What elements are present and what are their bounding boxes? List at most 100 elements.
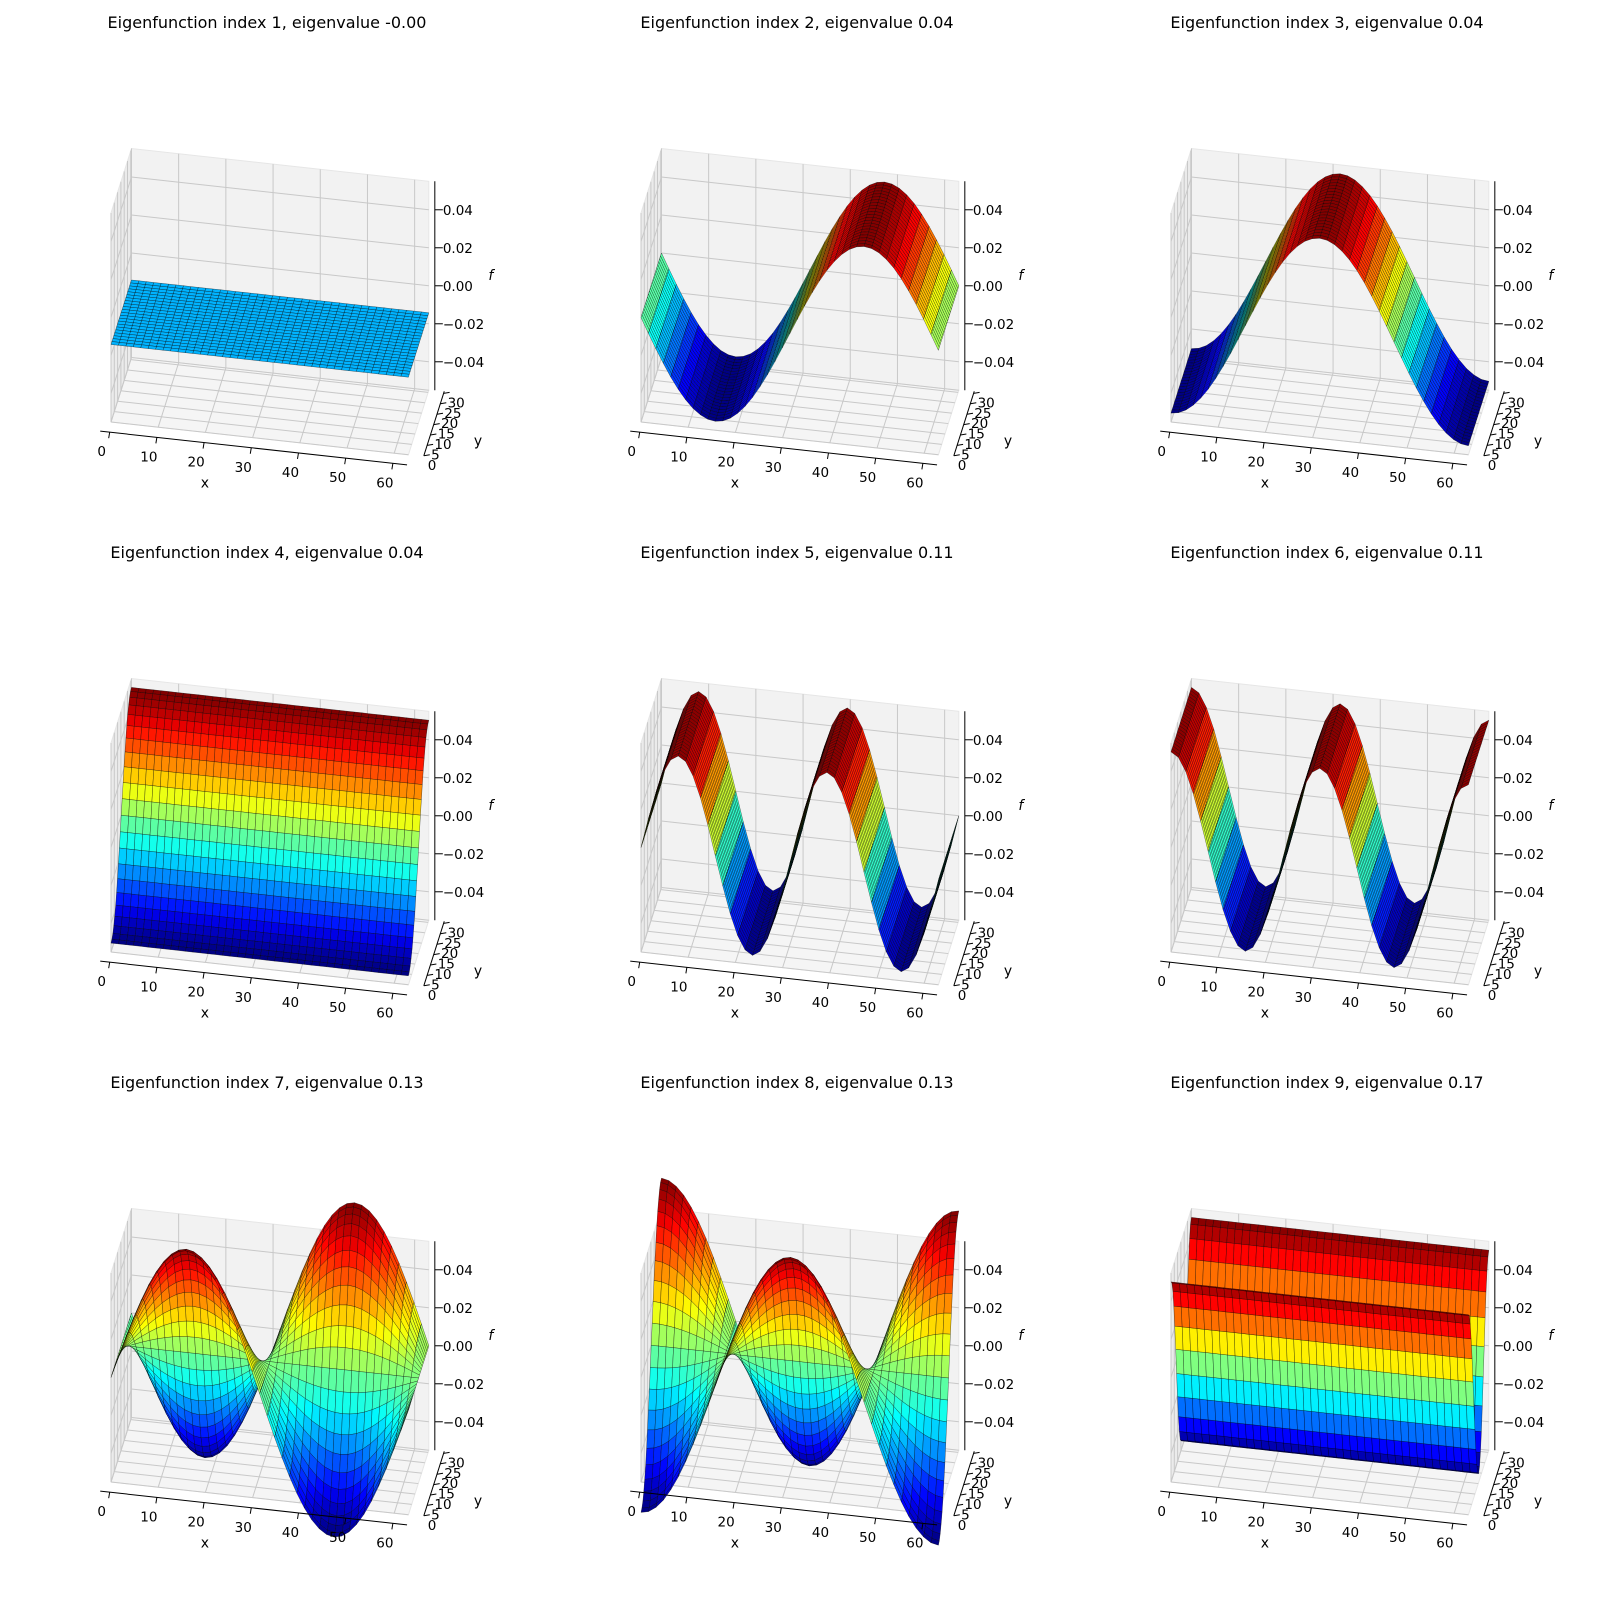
x-axis-label: x	[1261, 476, 1269, 492]
surface-plot-2: Eigenfunction index 2, eigenvalue 0.040 1…	[627, 13, 1025, 492]
surface-cell	[374, 933, 384, 946]
x-axis-label: x	[731, 1006, 739, 1022]
surface-cell	[191, 745, 201, 761]
surface-cell	[114, 904, 124, 918]
surface-cell	[316, 787, 325, 805]
surface-cell	[148, 716, 158, 729]
surface-cell	[405, 924, 415, 938]
surface-cell	[177, 946, 187, 952]
surface-cell	[227, 763, 237, 780]
surface-cell	[267, 848, 277, 866]
surface-cell	[277, 713, 286, 723]
surface-cell	[312, 955, 322, 963]
surface-cell	[304, 960, 313, 966]
surface-cell	[210, 808, 219, 827]
surface-cell	[304, 744, 313, 759]
surface-cell	[158, 920, 167, 932]
surface-cell	[321, 820, 331, 839]
x-axis-line	[100, 960, 408, 996]
surface-cell	[157, 708, 166, 719]
x-tick-mark	[249, 977, 252, 984]
surface-cell	[379, 742, 389, 755]
surface-cell	[267, 729, 277, 742]
surface-cell	[220, 889, 230, 905]
surface-cell	[298, 834, 308, 853]
x-tick-label: 60	[1436, 475, 1453, 491]
surface-cell	[388, 828, 398, 846]
x-tick-label: 50	[859, 1000, 876, 1016]
surface-cell	[255, 920, 265, 933]
x-tick-mark	[108, 432, 111, 439]
surface-cell	[239, 939, 248, 949]
surface-cell	[155, 943, 165, 949]
y-tick-mark	[970, 402, 977, 405]
surface-cell	[283, 721, 293, 733]
surface-cell	[152, 769, 162, 787]
surface-cell	[389, 811, 399, 830]
surface-cell	[725, 385, 735, 390]
surface-cell	[346, 903, 356, 919]
surface-cell	[400, 755, 410, 770]
surface-cell	[311, 363, 321, 368]
surface-cell	[219, 903, 229, 918]
surface-cell	[172, 932, 181, 941]
surface-cell	[1178, 386, 1188, 390]
surface-cell	[347, 762, 357, 778]
surface-cell	[208, 943, 218, 951]
surface-cell	[872, 193, 882, 198]
surface-cell	[175, 885, 185, 901]
surface-cell	[367, 809, 376, 827]
y-tick-mark	[430, 433, 437, 436]
surface-cell	[418, 728, 428, 738]
surface-cell	[281, 865, 291, 883]
surface-cell	[386, 861, 396, 879]
surface-cell	[301, 786, 311, 804]
surface-cell	[246, 717, 256, 729]
surface-cell	[171, 719, 180, 732]
surface-cell	[308, 787, 318, 804]
z-tick-label: 0.02	[973, 241, 1003, 257]
surface-cell	[149, 818, 159, 837]
surface-cell	[240, 918, 250, 932]
z-tick-label: −0.04	[973, 885, 1014, 901]
y-tick-label: 10	[1494, 437, 1511, 453]
surface-cell	[402, 846, 412, 864]
chart-title: Eigenfunction index 3, eigenvalue 0.04	[1170, 13, 1483, 32]
surface-cell	[183, 758, 193, 775]
surface-cell	[231, 716, 241, 727]
surface-cell	[253, 718, 263, 730]
surface-cell	[140, 344, 150, 349]
surface-cell	[162, 944, 172, 950]
surface-cell	[111, 933, 121, 941]
surface-cell	[146, 754, 155, 771]
surface-cell	[229, 860, 239, 878]
surface-cell	[229, 952, 239, 958]
surface-cell	[352, 715, 362, 723]
z-tick-label: 0.04	[973, 733, 1003, 749]
surface-cell	[394, 861, 403, 880]
surface-cell	[212, 776, 221, 794]
surface-cell	[349, 959, 359, 967]
surface-cell	[397, 923, 407, 938]
surface-cell	[320, 726, 330, 737]
surface-cell	[225, 701, 235, 709]
y-tick-label: 15	[968, 957, 985, 973]
surface-cell	[133, 726, 142, 740]
y-axis-label: y	[1004, 964, 1012, 980]
surface-cell	[294, 770, 304, 787]
surface-cell	[150, 699, 160, 709]
surface-cell	[361, 905, 371, 921]
y-tick-label: 25	[974, 406, 991, 422]
x-tick-label: 50	[1389, 470, 1406, 486]
surface-cell	[166, 695, 176, 703]
surface-cell	[159, 909, 168, 923]
y-tick-mark	[963, 423, 970, 426]
surface-cell	[351, 942, 361, 953]
surface-cell	[127, 704, 137, 716]
x-tick-mark	[1168, 432, 1171, 439]
y-tick-mark	[427, 443, 434, 446]
surface-cell	[318, 364, 328, 369]
surface-cell	[173, 701, 182, 711]
y-tick-label: 5	[431, 447, 440, 463]
surface-cell	[330, 928, 339, 941]
